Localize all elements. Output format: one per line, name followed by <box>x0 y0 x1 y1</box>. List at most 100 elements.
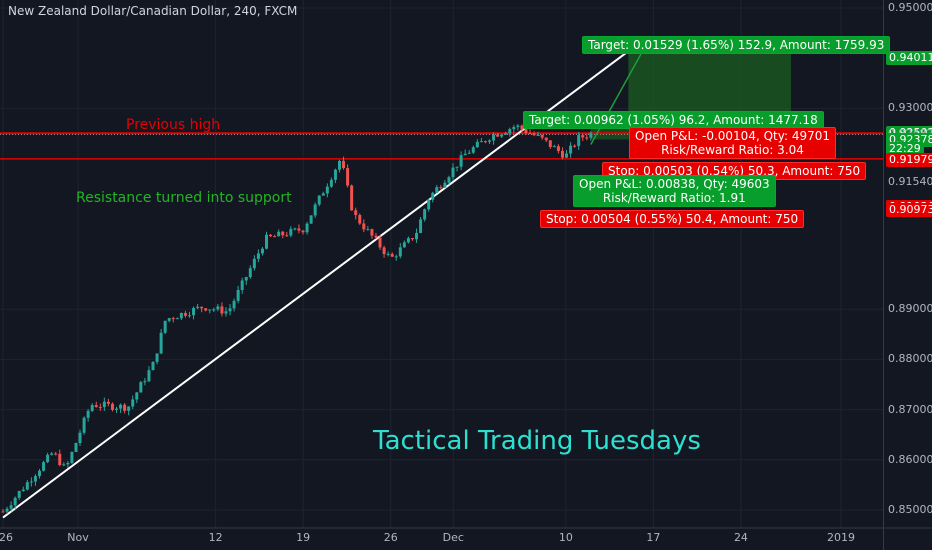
candle-body <box>5 508 9 512</box>
y-tick-label: 0.89000 <box>888 302 932 316</box>
x-tick-label: 24 <box>733 531 748 544</box>
candle-body <box>301 230 305 233</box>
candle-body <box>325 186 329 194</box>
candle-body <box>179 312 183 319</box>
long-position-box[interactable]: Open P&L: 0.00838, Qty: 49603 Risk/Rewar… <box>573 175 776 207</box>
candle-body <box>528 133 532 135</box>
candle-body <box>208 309 212 311</box>
candle-body <box>90 405 94 411</box>
candle-body <box>277 231 281 237</box>
candle-body <box>415 232 419 240</box>
candle-body <box>66 462 70 465</box>
short-position-box[interactable]: Open P&L: -0.00104, Qty: 49701 Risk/Rewa… <box>629 127 836 159</box>
candle-body <box>297 228 301 231</box>
candle-body <box>317 195 321 205</box>
long-stop-box[interactable]: Stop: 0.00504 (0.55%) 50.4, Amount: 750 <box>540 210 805 228</box>
candle-body <box>106 401 110 404</box>
candle-body <box>163 320 167 333</box>
candle-body <box>21 489 25 492</box>
candle-body <box>70 451 74 463</box>
x-tick-label: 10 <box>558 531 573 544</box>
candle-body <box>443 182 447 188</box>
candle-body <box>289 228 293 236</box>
candle-body <box>329 179 333 187</box>
price-label: 22:29 <box>886 141 924 156</box>
candle-body <box>333 169 337 180</box>
x-tick-label: 2019 <box>827 531 855 544</box>
candle-body <box>556 146 560 151</box>
candle-body <box>260 248 264 254</box>
candle-body <box>115 408 119 410</box>
candle-body <box>459 155 463 167</box>
candle-body <box>200 306 204 309</box>
candle-body <box>402 242 406 248</box>
candle-body <box>431 192 435 200</box>
candle-body <box>94 405 98 408</box>
x-tick-label: Dec <box>442 531 464 544</box>
candle-body <box>244 277 248 281</box>
candle-body <box>29 481 33 483</box>
long-target-box[interactable]: Target: 0.01529 (1.65%) 152.9, Amount: 1… <box>582 36 891 54</box>
candle-body <box>394 256 398 258</box>
target-arrow <box>590 53 642 145</box>
candle-body <box>42 462 46 471</box>
candle-body <box>508 129 512 134</box>
candle-body <box>78 432 82 444</box>
candle-body <box>256 253 260 259</box>
candle-body <box>220 306 224 314</box>
price-label: 0.94011 <box>886 50 932 65</box>
candle-body <box>342 160 346 169</box>
y-tick-label: 0.87000 <box>888 402 932 416</box>
candle-body <box>212 309 216 311</box>
candle-body <box>540 134 544 138</box>
candle-body <box>374 235 378 238</box>
y-tick-label: 0.88000 <box>888 352 932 366</box>
candle-body <box>252 258 256 269</box>
candle-body <box>269 234 273 237</box>
candle-body <box>151 361 155 371</box>
chart-title: New Zealand Dollar/Canadian Dollar, 240,… <box>8 4 298 18</box>
x-tick-label: 12 <box>208 531 223 544</box>
candle-body <box>548 140 552 147</box>
candle-body <box>419 219 423 233</box>
candle-body <box>382 247 386 255</box>
previous-high-label: Previous high <box>126 117 221 133</box>
candle-body <box>504 133 508 135</box>
candle-body <box>102 401 106 408</box>
candle-body <box>475 141 479 148</box>
y-tick-label: 0.95000 <box>888 1 932 14</box>
candle-body <box>127 406 131 411</box>
candle-body <box>366 229 370 231</box>
x-tick-label: 26 <box>383 531 398 544</box>
candle-body <box>552 146 556 148</box>
candle-body <box>13 497 17 506</box>
candle-body <box>487 140 491 142</box>
candle-body <box>410 238 414 240</box>
candle-body <box>516 125 520 128</box>
candle-body <box>25 482 29 490</box>
candle-body <box>98 407 102 409</box>
candle-body <box>321 193 325 196</box>
candle-body <box>536 134 540 136</box>
candle-body <box>378 237 382 248</box>
candle-body <box>9 505 13 509</box>
target-box-2[interactable]: Target: 0.00962 (1.05%) 96.2, Amount: 14… <box>523 111 824 129</box>
candle-body <box>33 476 37 482</box>
candle-body <box>139 382 143 393</box>
candle-body <box>496 134 500 137</box>
candle-body <box>82 417 86 433</box>
candle-body <box>439 187 443 189</box>
candle-body <box>62 464 66 466</box>
candle-body <box>451 167 455 178</box>
candle-body <box>232 300 236 309</box>
candle-body <box>187 315 191 317</box>
candle-body <box>309 215 313 224</box>
candle-body <box>354 210 358 216</box>
candle-body <box>565 153 569 158</box>
candle-body <box>589 132 593 138</box>
candle-body <box>155 353 159 362</box>
long-open-pl: Open P&L: 0.00838, Qty: 49603 <box>579 177 770 191</box>
candle-body <box>119 404 123 409</box>
candle-body <box>54 453 58 455</box>
